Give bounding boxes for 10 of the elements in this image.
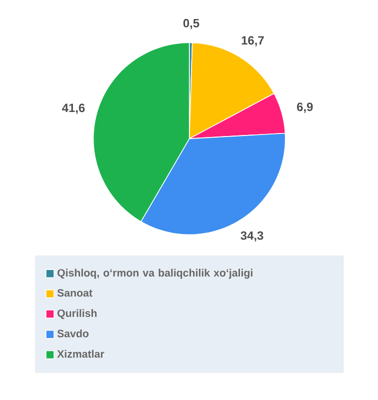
data-label: 34,3 (240, 231, 264, 242)
legend-label: Savdo (57, 330, 89, 338)
data-label: 0,5 (183, 18, 200, 30)
data-label: 16,7 (242, 36, 264, 46)
legend-label: Xizmatlar (57, 350, 104, 358)
legend-label: Sanoat (57, 289, 92, 297)
data-label: 6,9 (297, 102, 313, 113)
data-label: 41,6 (62, 104, 85, 114)
legend-label: Qurilish (58, 309, 97, 319)
legend-label: Qishloq, oʻrmon va baliqchilik xoʻjaligi (58, 268, 252, 279)
